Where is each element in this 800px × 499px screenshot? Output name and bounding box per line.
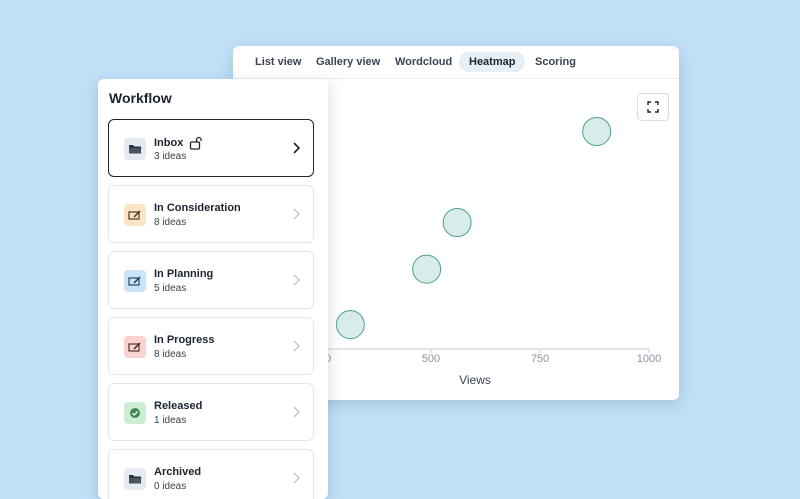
stage-icon-bg (124, 138, 146, 160)
workflow-stage-in-consideration[interactable]: In Consideration 8 ideas (108, 185, 314, 243)
tab-wordcloud[interactable]: Wordcloud (395, 56, 453, 68)
stage-icon-bg (124, 270, 146, 292)
stage-icon-bg (124, 204, 146, 226)
stage-count: 5 ideas (154, 283, 187, 294)
tab-list-view[interactable]: List view (255, 56, 302, 68)
chevron-right-icon (293, 472, 300, 484)
folder-icon (129, 475, 142, 484)
workflow-title: Workflow (109, 90, 172, 106)
stage-name: Inbox (154, 137, 184, 149)
data-point[interactable] (582, 117, 612, 147)
workflow-stage-inbox[interactable]: Inbox 3 ideas (108, 119, 314, 177)
workflow-stage-released[interactable]: Released 1 ideas (108, 383, 314, 441)
stage-count: 1 ideas (154, 415, 187, 426)
stage-icon-bg (124, 468, 146, 490)
stage-icon-bg (124, 336, 146, 358)
chevron-right-icon (293, 142, 301, 154)
x-tick-label: 750 (531, 353, 549, 365)
data-point[interactable] (412, 254, 442, 284)
stage-name: In Consideration (154, 202, 241, 214)
x-tick-label: 500 (422, 353, 440, 365)
tab-scoring[interactable]: Scoring (535, 56, 576, 68)
stage-name: In Planning (154, 268, 214, 280)
chevron-right-icon (293, 208, 300, 220)
chevron-right-icon (293, 406, 300, 418)
expand-button[interactable] (637, 93, 669, 121)
edit-icon (128, 342, 141, 352)
check-circle-icon (130, 408, 140, 418)
stage-count: 0 ideas (154, 481, 187, 492)
stage-count: 8 ideas (154, 349, 187, 360)
stage-count: 3 ideas (154, 151, 187, 162)
workflow-stage-in-planning[interactable]: In Planning 5 ideas (108, 251, 314, 309)
data-point[interactable] (442, 208, 472, 238)
stage-name: Archived (154, 466, 202, 478)
stage-icon-bg (124, 402, 146, 424)
chevron-right-icon (293, 274, 300, 286)
view-tabs: List view Gallery view Wordcloud Heatmap… (233, 46, 679, 79)
folder-icon (129, 145, 142, 154)
chevron-right-icon (293, 340, 300, 352)
x-axis-label: Views (459, 373, 491, 387)
workflow-stage-in-progress[interactable]: In Progress 8 ideas (108, 317, 314, 375)
expand-icon (647, 101, 659, 113)
tab-heatmap[interactable]: Heatmap (459, 52, 526, 72)
workflow-stage-archived[interactable]: Archived 0 ideas (108, 449, 314, 499)
x-tick-label: 1000 (637, 353, 661, 365)
workflow-panel: Workflow Inbox 3 ideas In Consideration … (98, 79, 328, 499)
tab-gallery-view[interactable]: Gallery view (316, 56, 381, 68)
stage-name: Released (154, 400, 203, 412)
data-point[interactable] (335, 310, 365, 340)
stage-name: In Progress (154, 334, 215, 346)
edit-icon (128, 210, 141, 220)
unlock-icon (190, 136, 203, 150)
edit-icon (128, 276, 141, 286)
stage-count: 8 ideas (154, 217, 187, 228)
